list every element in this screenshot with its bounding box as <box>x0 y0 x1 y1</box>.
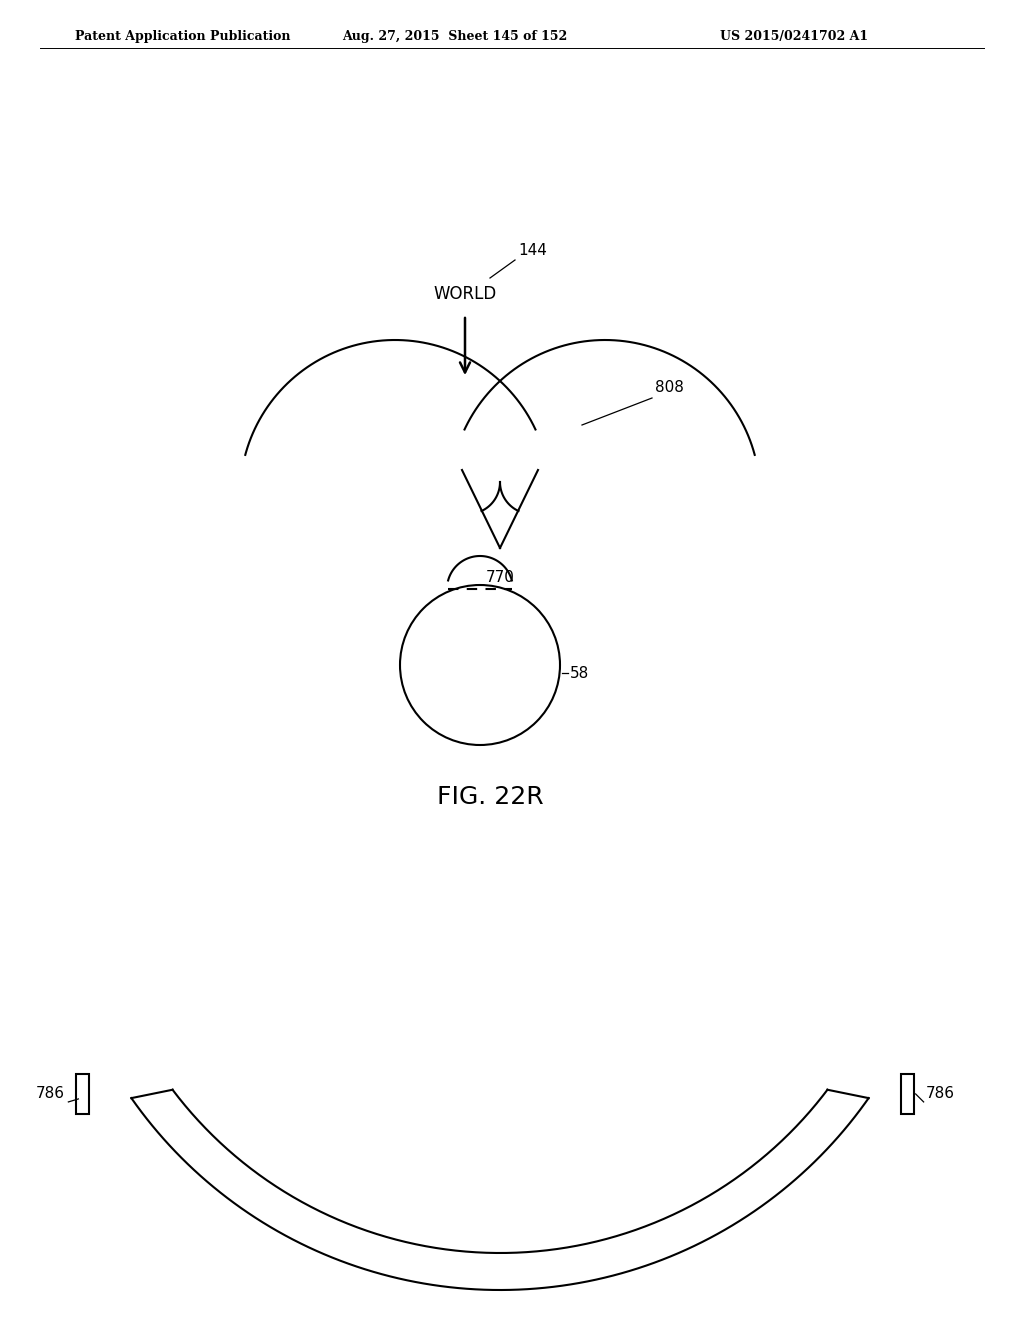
Bar <box>77 1074 89 1114</box>
Text: 770: 770 <box>485 570 514 585</box>
Text: US 2015/0241702 A1: US 2015/0241702 A1 <box>720 30 868 44</box>
Text: Patent Application Publication: Patent Application Publication <box>75 30 291 44</box>
Text: 786: 786 <box>926 1086 954 1101</box>
Text: 58: 58 <box>570 665 589 681</box>
Text: 808: 808 <box>655 380 684 395</box>
Text: 144: 144 <box>518 243 547 257</box>
Bar <box>901 1074 913 1114</box>
Text: FIG. 22R: FIG. 22R <box>436 785 544 809</box>
Text: 786: 786 <box>36 1086 65 1101</box>
Text: Aug. 27, 2015  Sheet 145 of 152: Aug. 27, 2015 Sheet 145 of 152 <box>342 30 567 44</box>
Text: WORLD: WORLD <box>433 285 497 304</box>
